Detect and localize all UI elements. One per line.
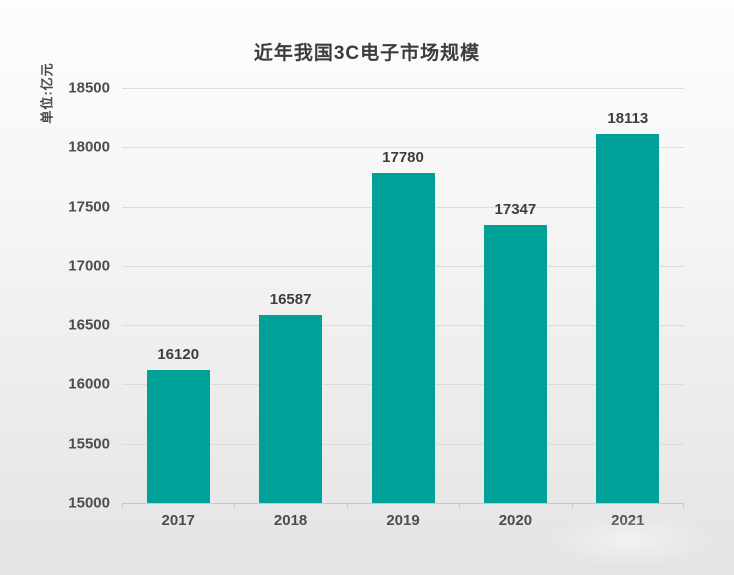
- x-tick-label: 2017: [161, 512, 195, 529]
- y-tick-label: 18000: [68, 138, 110, 156]
- y-tick-label: 17000: [68, 257, 110, 275]
- y-tick-label: 17500: [68, 198, 110, 216]
- plot-area: 18500 18000 17500 17000 16500 16000 15500 15000…: [68, 80, 684, 529]
- bar-2018: [259, 314, 323, 503]
- x-tick-label: 2019: [386, 512, 420, 529]
- bar-value-label: 17347: [494, 200, 537, 218]
- bar-2019: [371, 173, 435, 503]
- bar-value-label: 18113: [607, 109, 649, 127]
- bar-value-label: 16587: [269, 290, 312, 308]
- gridline: [122, 147, 684, 149]
- y-tick-label: 18500: [68, 79, 110, 97]
- x-tick-mark: [459, 503, 461, 508]
- bar-2021: [596, 133, 660, 503]
- x-tick-label: 2018: [273, 512, 308, 529]
- x-tick-mark: [683, 503, 684, 508]
- x-tick-label: 2020: [498, 512, 533, 529]
- bar-2017: [146, 370, 210, 503]
- bar-2020: [483, 224, 547, 503]
- y-tick-label: 15000: [68, 494, 110, 512]
- x-tick-mark: [346, 503, 348, 508]
- gridline: [122, 88, 684, 89]
- x-tick-mark: [122, 503, 123, 508]
- x-tick-mark: [234, 503, 236, 508]
- bar-value-label: 16120: [157, 346, 200, 364]
- bar-value-label: 17780: [382, 149, 424, 167]
- y-tick-label: 16500: [68, 316, 110, 334]
- y-tick-label: 15500: [68, 435, 110, 453]
- x-tick-label: 2021: [611, 512, 645, 529]
- chart-title: 近年我国3C电子市场规模: [253, 43, 481, 64]
- y-axis-unit-label: 单位:亿元: [39, 62, 55, 124]
- x-tick-mark: [571, 503, 573, 508]
- x-axis-line: [122, 503, 684, 504]
- y-tick-label: 16000: [68, 375, 110, 393]
